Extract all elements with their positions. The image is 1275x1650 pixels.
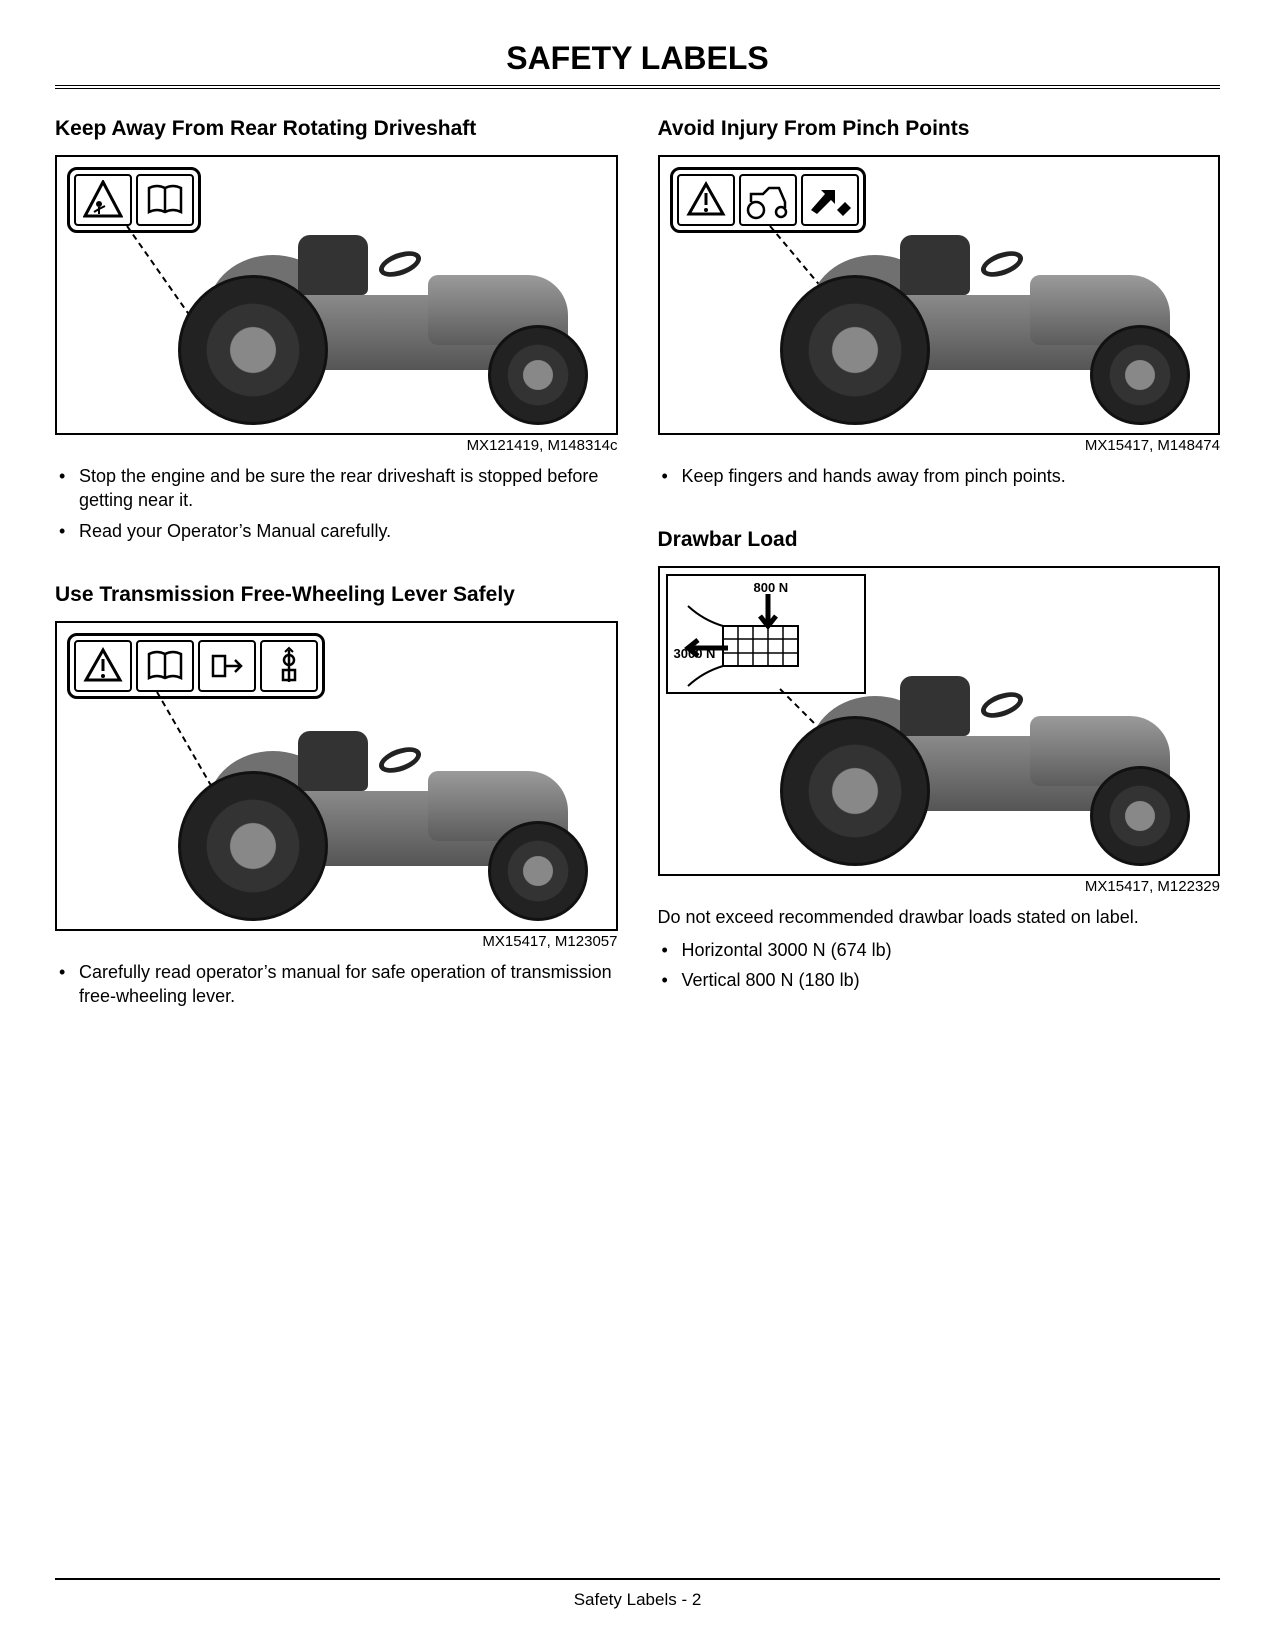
manual-icon — [136, 174, 194, 226]
figure-pinch — [658, 155, 1221, 435]
safety-label-box — [67, 167, 201, 233]
bullet-item: Horizontal 3000 N (674 lb) — [682, 938, 1221, 962]
caption-drawbar: MX15417, M122329 — [658, 878, 1221, 895]
bullets-pinch: Keep fingers and hands away from pinch p… — [658, 464, 1221, 488]
mechanism-icon — [260, 640, 318, 692]
warning-person-icon — [74, 174, 132, 226]
bullets-drawbar: Horizontal 3000 N (674 lb) Vertical 800 … — [658, 938, 1221, 993]
leader-line — [126, 225, 191, 316]
lever-release-icon — [198, 640, 256, 692]
page-title: SAFETY LABELS — [55, 40, 1220, 89]
footer-text: Safety Labels - 2 — [0, 1590, 1275, 1610]
heading-driveshaft: Keep Away From Rear Rotating Driveshaft — [55, 117, 618, 141]
bullet-item: Read your Operator’s Manual carefully. — [79, 519, 618, 543]
figure-drawbar: 800 N 3000 N — [658, 566, 1221, 876]
right-column: Avoid Injury From Pinch Points — [658, 109, 1221, 1014]
tractor-illustration — [790, 195, 1210, 425]
figure-freewheel — [55, 621, 618, 931]
tractor-illustration — [188, 691, 608, 921]
warning-triangle-icon — [74, 640, 132, 692]
heading-freewheel: Use Transmission Free-Wheeling Lever Saf… — [55, 583, 618, 607]
left-column: Keep Away From Rear Rotating Driveshaft — [55, 109, 618, 1014]
tractor-icon — [739, 174, 797, 226]
content-columns: Keep Away From Rear Rotating Driveshaft — [55, 109, 1220, 1014]
tractor-illustration — [188, 195, 608, 425]
caption-freewheel: MX15417, M123057 — [55, 933, 618, 950]
safety-label-box — [67, 633, 325, 699]
heading-pinch: Avoid Injury From Pinch Points — [658, 117, 1221, 141]
bullets-driveshaft: Stop the engine and be sure the rear dri… — [55, 464, 618, 543]
bullet-item: Carefully read operator’s manual for saf… — [79, 960, 618, 1009]
bullet-item: Stop the engine and be sure the rear dri… — [79, 464, 618, 513]
drawbar-intro: Do not exceed recommended drawbar loads … — [658, 905, 1221, 929]
bullet-item: Keep fingers and hands away from pinch p… — [682, 464, 1221, 488]
heading-drawbar: Drawbar Load — [658, 528, 1221, 552]
bullet-item: Vertical 800 N (180 lb) — [682, 968, 1221, 992]
footer-rule — [55, 1578, 1220, 1580]
caption-pinch: MX15417, M148474 — [658, 437, 1221, 454]
warning-triangle-icon — [677, 174, 735, 226]
manual-icon — [136, 640, 194, 692]
bullets-freewheel: Carefully read operator’s manual for saf… — [55, 960, 618, 1009]
figure-driveshaft — [55, 155, 618, 435]
caption-driveshaft: MX121419, M148314c — [55, 437, 618, 454]
tractor-illustration — [790, 636, 1210, 866]
